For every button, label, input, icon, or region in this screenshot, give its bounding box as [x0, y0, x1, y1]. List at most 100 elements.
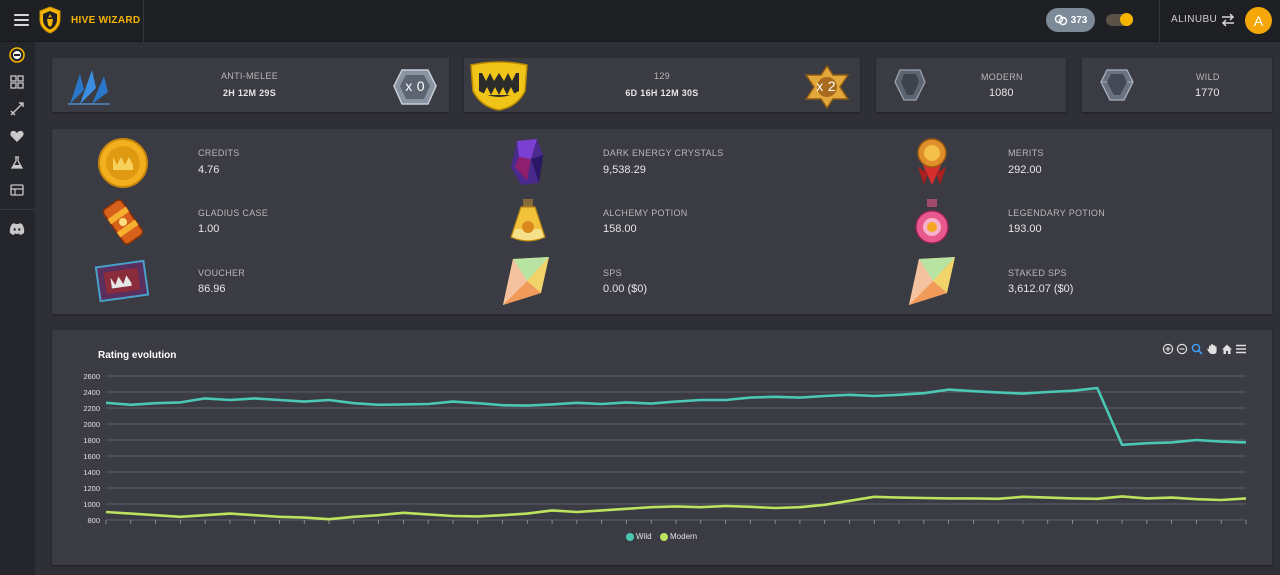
brawl-title: ANTI-MELEE [220, 71, 278, 81]
merits-label: MERITS [1008, 148, 1044, 158]
legend-wild[interactable]: Wild [626, 532, 652, 541]
app-title: HIVE WIZARD [71, 14, 141, 26]
wild-league-icon [1100, 69, 1134, 101]
legend-label: Wild [636, 532, 652, 541]
merits-medal-icon [917, 138, 947, 185]
series-line-modern[interactable] [105, 495, 1247, 521]
sidebar-item-battles[interactable] [9, 101, 25, 117]
reset-home-icon[interactable] [1221, 343, 1233, 355]
credits-label: CREDITS [198, 148, 240, 158]
sidebar-item-splinterlands[interactable] [9, 47, 25, 63]
splinterlands-icon [9, 47, 25, 63]
sidebar-item-cards[interactable] [9, 182, 25, 198]
theme-toggle[interactable] [1106, 13, 1133, 26]
wild-rank-card: WILD 1770 [1082, 58, 1272, 112]
dec-value: 9,538.29 [603, 164, 646, 176]
staked-sps-token-icon [909, 257, 955, 305]
modern-rank-card: MODERN 1080 [876, 58, 1066, 112]
wild-rating: 1770 [1195, 87, 1220, 99]
y-tick-label: 1600 [83, 452, 100, 461]
league-badge-icon [470, 61, 528, 111]
legendary-potion-label: LEGENDARY POTION [1008, 208, 1105, 218]
modern-league-icon [894, 69, 926, 101]
zoom-out-icon[interactable] [1176, 343, 1188, 355]
sidebar-item-discord[interactable] [9, 221, 25, 237]
dec-label: DARK ENERGY CRYSTALS [603, 148, 724, 158]
brand[interactable]: HIVE WIZARD [38, 6, 140, 34]
sidebar-item-alchemy[interactable] [9, 155, 25, 171]
rating-chart-card [52, 330, 1272, 565]
y-tick-label: 1800 [83, 436, 100, 445]
y-tick-label: 2600 [83, 372, 100, 381]
voucher-icon [94, 259, 150, 303]
y-tick-label: 1200 [83, 484, 100, 493]
sps-value: 0.00 ($0) [603, 283, 648, 295]
gladius-case-label: GLADIUS CASE [198, 208, 269, 218]
sidebar-item-dashboard[interactable] [9, 74, 25, 90]
cards-icon [10, 184, 24, 196]
y-tick-label: 2200 [83, 404, 100, 413]
legendary-potion-icon [915, 199, 949, 244]
selection-zoom-icon[interactable] [1191, 343, 1203, 355]
alchemy-potion-icon [510, 199, 546, 242]
legend-dot [660, 532, 668, 541]
switch-account-icon[interactable] [1221, 13, 1235, 27]
divider [0, 209, 35, 210]
brawl-timer: 2H 12M 29S [222, 88, 277, 98]
chest-icon[interactable] [392, 66, 438, 108]
heart-icon [10, 130, 24, 142]
alchemy-potion-value: 158.00 [603, 223, 637, 235]
merits-value: 292.00 [1008, 164, 1042, 176]
brawl-chest-count: x 0 [405, 78, 425, 94]
rating-line-chart: 2600 2400 2200 2000 1800 1600 1400 1200 1000 800 [83, 372, 1247, 525]
gladius-case-value: 1.00 [198, 223, 220, 235]
menu-icon[interactable] [14, 14, 29, 26]
brawl-card: ANTI-MELEE 2H 12M 29S x 0 [52, 58, 449, 112]
chart-menu-icon[interactable] [1235, 343, 1247, 355]
modern-label: MODERN [981, 72, 1023, 82]
zoom-in-icon[interactable] [1162, 343, 1174, 355]
modern-rating: 1080 [989, 87, 1014, 99]
credits-value: 4.76 [198, 164, 220, 176]
y-tick-label: 1000 [83, 500, 100, 509]
shield-logo-icon [39, 6, 61, 34]
voucher-label: VOUCHER [198, 268, 246, 278]
top-bar: HIVE WIZARD 373 ALINUBU A [0, 0, 1280, 42]
brawl-emblem-icon [68, 70, 110, 105]
sps-label: SPS [603, 268, 622, 278]
toggle-knob [1120, 13, 1133, 26]
series-line-wild[interactable] [105, 386, 1247, 447]
divider [1159, 0, 1160, 42]
legend-dot [626, 532, 634, 541]
y-tick-label: 2000 [83, 420, 100, 429]
y-tick-label: 2400 [83, 388, 100, 397]
legend-modern[interactable]: Modern [660, 532, 697, 541]
chart-title: Rating evolution [98, 350, 177, 361]
season-card: 129 6D 16H 12M 30S x 2 [464, 58, 860, 112]
flask-icon [10, 156, 24, 169]
season-timer: 6D 16H 12M 30S [625, 88, 699, 98]
y-tick-label: 1400 [83, 468, 100, 477]
staked-sps-value: 3,612.07 ($0) [1008, 283, 1074, 295]
sps-token-icon [503, 257, 549, 305]
y-tick-label: 800 [87, 516, 100, 525]
legendary-potion-value: 193.00 [1008, 223, 1042, 235]
swords-icon [10, 102, 24, 116]
username[interactable]: ALINUBU [1171, 14, 1218, 25]
dark-energy-crystal-icon [511, 139, 543, 185]
legend-label: Modern [670, 532, 698, 541]
staked-sps-label: STAKED SPS [1008, 268, 1067, 278]
dashboard-icon [10, 75, 24, 89]
voucher-value: 86.96 [198, 283, 226, 295]
resource-credits-badge[interactable]: 373 [1046, 8, 1095, 32]
chest-icon[interactable] [804, 65, 850, 109]
pan-hand-icon[interactable] [1206, 343, 1218, 355]
avatar[interactable]: A [1245, 7, 1272, 34]
divider [143, 0, 144, 42]
season-number: 129 [654, 71, 670, 81]
sidebar-item-favorites[interactable] [9, 128, 25, 144]
gladius-case-icon [102, 199, 144, 245]
sidebar [0, 42, 35, 575]
season-chest-count: x 2 [816, 78, 836, 94]
link-icon [1054, 14, 1067, 26]
